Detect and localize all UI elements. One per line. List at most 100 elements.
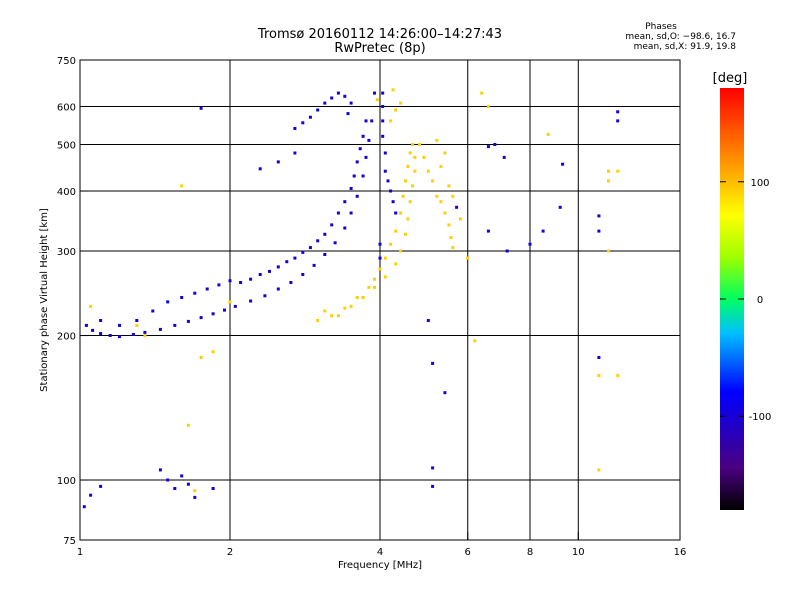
data-point-o — [352, 174, 356, 178]
data-point-o — [166, 300, 170, 304]
data-point-x — [367, 285, 371, 289]
data-point-o — [211, 487, 215, 490]
data-point-x — [404, 232, 407, 236]
data-point-x — [458, 217, 462, 221]
data-point-o — [276, 287, 280, 291]
data-point-o — [228, 279, 232, 283]
data-point-x — [404, 179, 407, 183]
data-point-x — [394, 229, 398, 233]
data-point-o — [258, 273, 262, 276]
data-point-o — [276, 160, 280, 164]
data-point-o — [597, 214, 601, 218]
data-point-o — [486, 145, 490, 149]
data-point-o — [193, 291, 197, 295]
data-point-o — [346, 112, 350, 116]
data-point-o — [386, 179, 390, 183]
data-point-o — [166, 478, 170, 482]
colorbar-ticks: 100 0 -100 — [720, 178, 771, 423]
data-point-o — [186, 319, 190, 323]
data-point-o — [151, 309, 155, 313]
colorbar-unit-label: [deg] — [713, 71, 748, 86]
colorbar-tick-label: 0 — [757, 295, 763, 306]
data-point-o — [258, 167, 262, 171]
data-point-x — [435, 194, 439, 198]
data-point-o — [443, 391, 447, 395]
data-point-x — [422, 155, 426, 159]
data-point-o — [431, 361, 435, 365]
data-point-o — [308, 246, 312, 250]
data-point-x — [394, 108, 398, 112]
data-point-x — [399, 211, 403, 215]
data-point-x — [383, 256, 387, 260]
data-point-x — [597, 468, 601, 472]
phases-summary: Phases mean, sd,O: −98.6, 16.7 mean, sd,… — [586, 22, 736, 52]
chart-title: Tromsø 20160112 14:26:00–14:27:43 RwPret… — [230, 28, 530, 56]
colorbar-tick-label: 100 — [750, 178, 769, 189]
data-point-o — [616, 119, 620, 123]
data-point-x — [473, 339, 477, 343]
data-point-o — [316, 239, 320, 243]
data-point-o — [293, 127, 297, 130]
data-point-x — [480, 91, 484, 95]
data-point-o — [131, 333, 135, 336]
data-point-o — [343, 200, 347, 204]
data-point-o — [82, 505, 86, 509]
data-point-o — [358, 147, 362, 151]
data-point-o — [199, 106, 203, 110]
data-point-x — [439, 200, 443, 204]
data-point-o — [330, 223, 334, 227]
data-point-x — [443, 151, 447, 155]
data-point-o — [268, 269, 271, 273]
data-point-o — [223, 308, 226, 312]
data-point-x — [451, 246, 455, 250]
data-point-o — [289, 281, 293, 284]
y-tick-label: 100 — [57, 476, 76, 487]
data-point-x — [143, 334, 147, 337]
data-point-o — [249, 277, 253, 281]
data-point-o — [211, 312, 215, 316]
data-point-x — [413, 169, 417, 173]
x-axis-ticks: 1 2 4 6 8 10 16 — [77, 532, 687, 558]
data-point-o — [158, 327, 162, 331]
data-point-x — [316, 319, 320, 322]
title-line-1: Tromsø 20160112 14:26:00–14:27:43 — [257, 27, 503, 42]
data-point-x — [375, 98, 379, 102]
data-point-x — [211, 350, 215, 354]
data-point-x — [399, 249, 403, 253]
data-point-o — [383, 151, 387, 155]
phases-heading: Phases — [645, 22, 677, 32]
data-point-x — [391, 88, 395, 92]
data-point-o — [349, 211, 353, 215]
x-tick-label: 16 — [674, 547, 687, 558]
data-point-x — [373, 285, 376, 289]
data-point-x — [330, 314, 334, 318]
y-axis-label: Stationary phase Virtual Height [km] — [39, 208, 50, 392]
data-point-x — [383, 275, 387, 279]
data-point-x — [135, 323, 139, 327]
data-point-o — [426, 319, 430, 322]
data-point-o — [431, 484, 435, 488]
data-point-x — [607, 179, 610, 183]
data-point-o — [135, 319, 139, 322]
grid-lines — [80, 60, 680, 540]
data-point-x — [426, 169, 430, 173]
x-tick-label: 8 — [527, 547, 533, 558]
data-point-o — [316, 108, 320, 112]
data-point-o — [373, 91, 376, 95]
data-point-o — [349, 101, 353, 105]
data-point-x — [373, 277, 376, 281]
data-point-o — [378, 242, 382, 246]
data-point-x — [443, 211, 447, 215]
data-point-o — [205, 287, 209, 291]
data-point-o — [343, 94, 347, 98]
data-point-o — [293, 256, 297, 260]
data-point-o — [597, 356, 601, 359]
data-point-o — [616, 110, 620, 114]
data-point-o — [118, 335, 121, 339]
data-point-o — [99, 319, 103, 322]
data-point-o — [180, 474, 184, 478]
phases-o-stats: mean, sd,O: −98.6, 16.7 — [625, 32, 736, 42]
phases-x-stats: mean, sd,X: 91.9, 19.8 — [633, 42, 736, 52]
data-point-o — [301, 121, 305, 125]
